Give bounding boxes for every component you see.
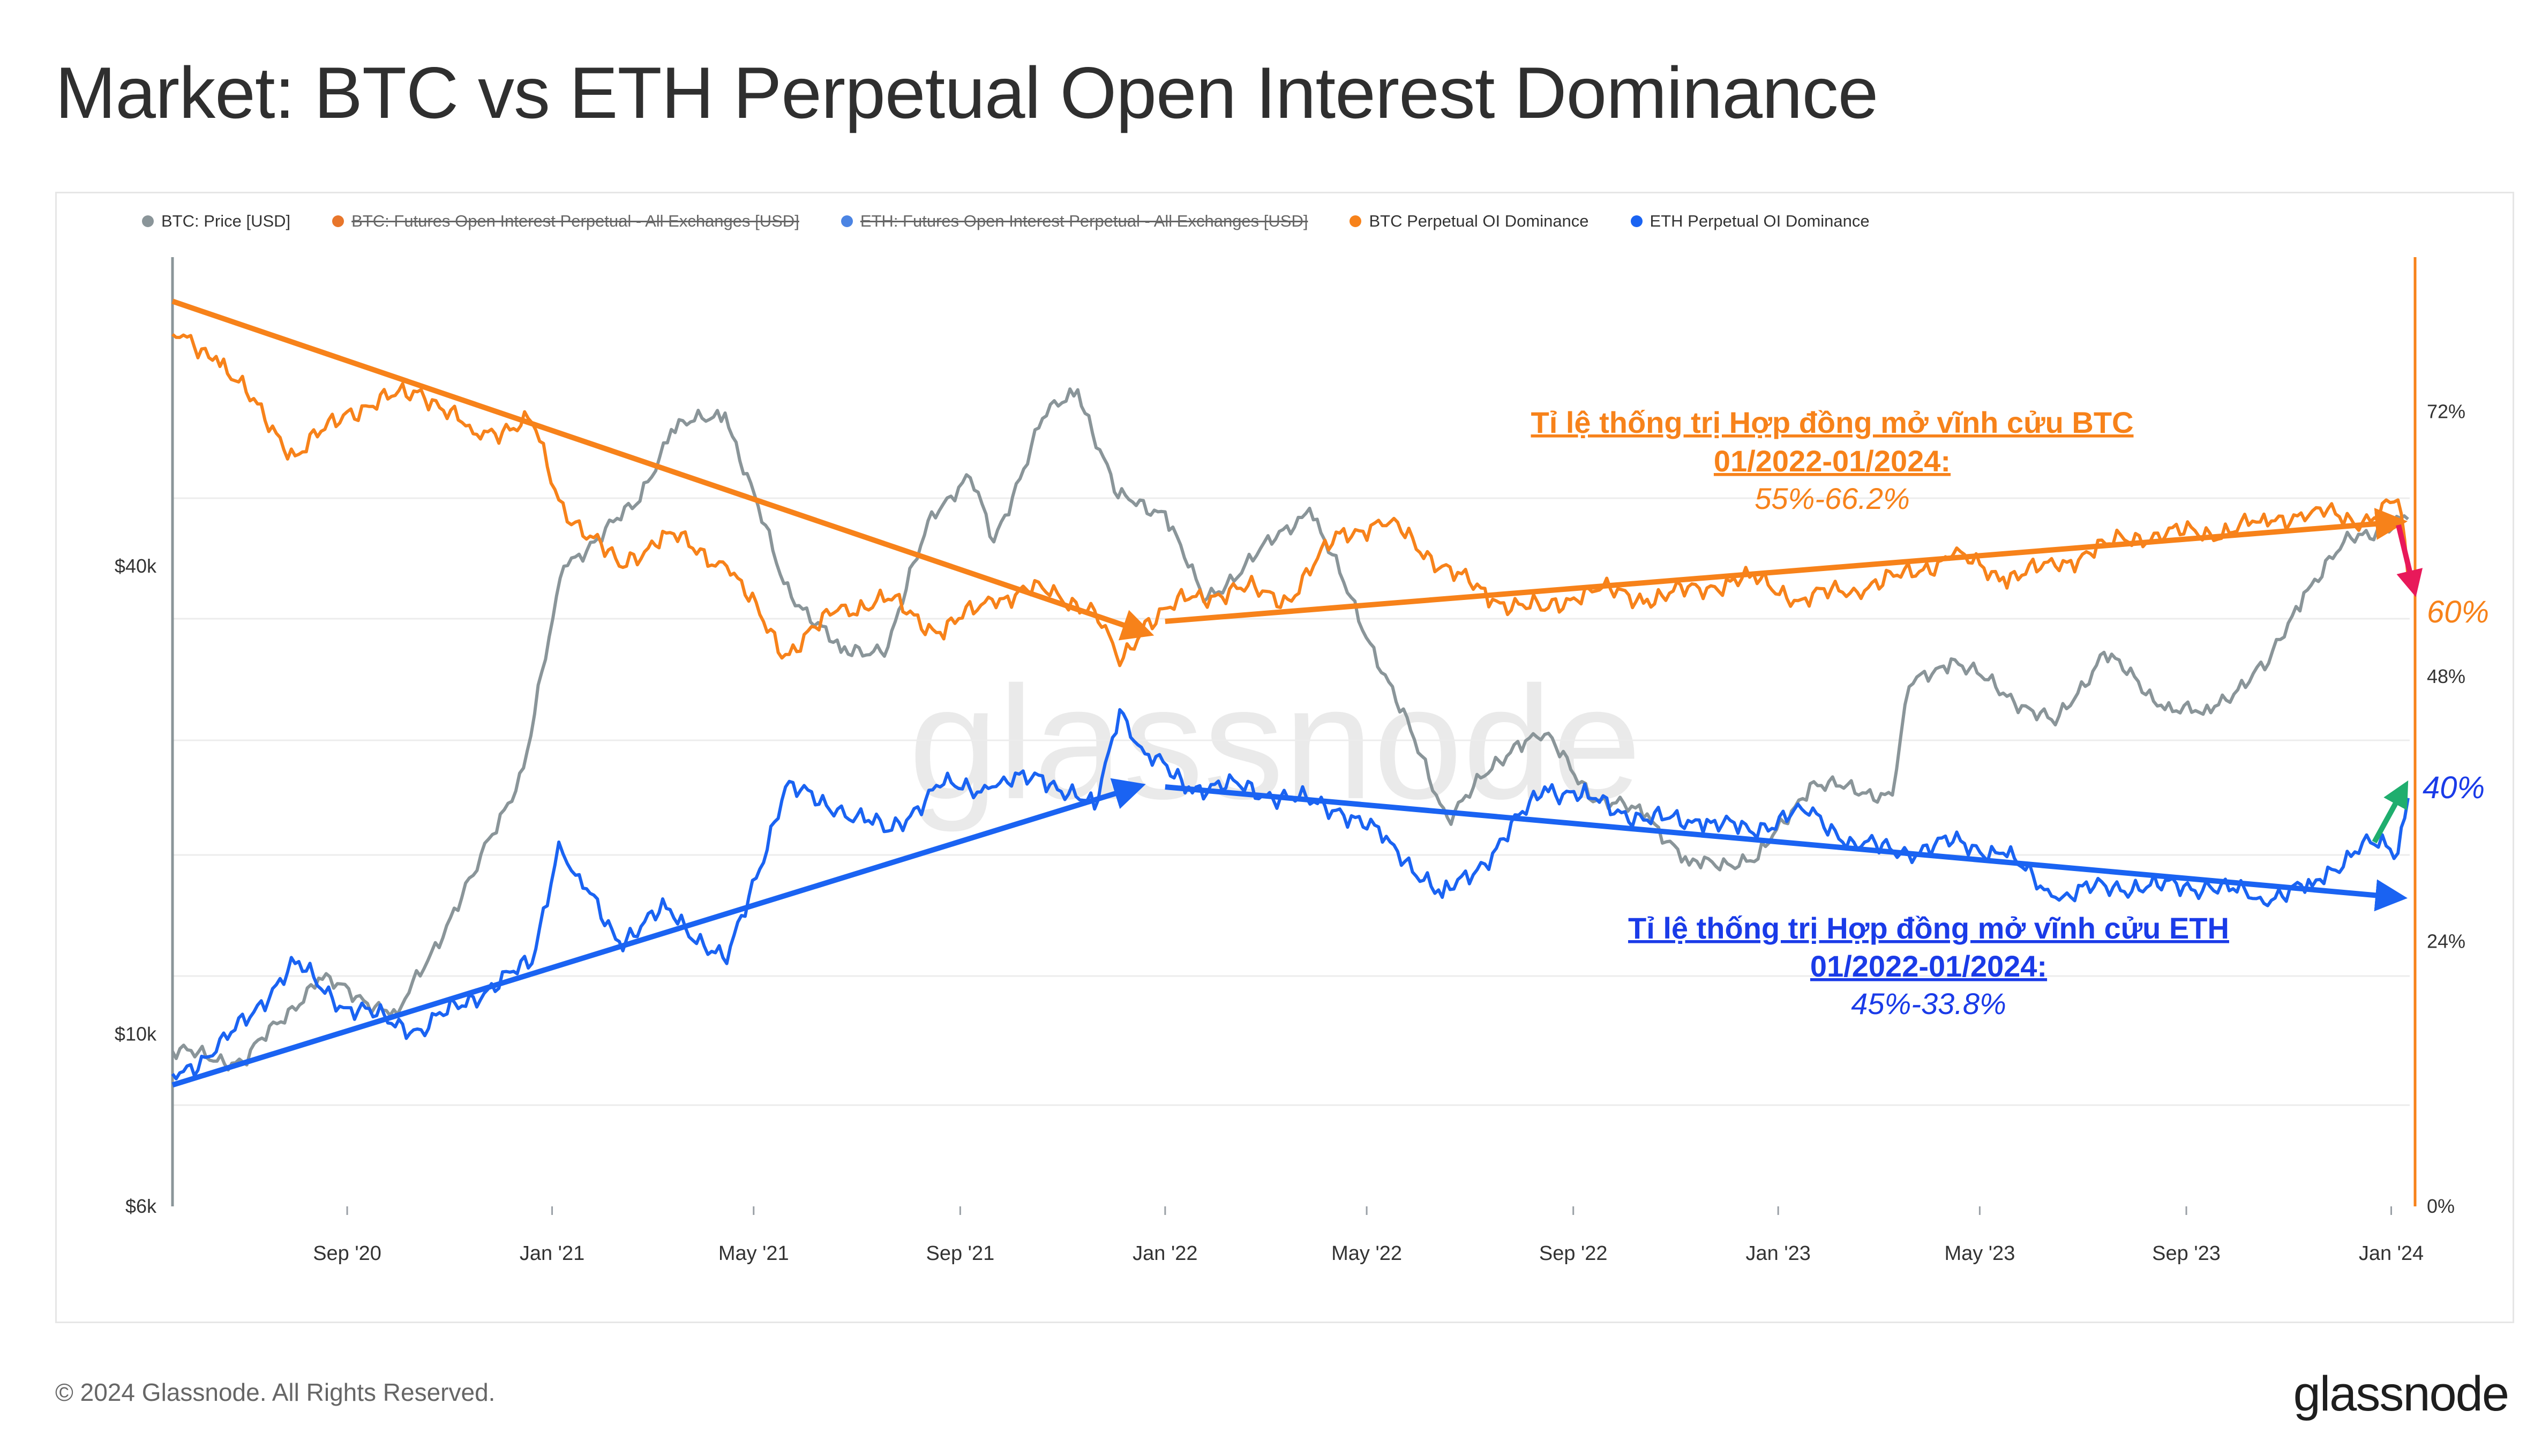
y-right-tick-label: 0%	[2427, 1195, 2455, 1217]
legend-label: BTC: Price [USD]	[161, 212, 291, 230]
btc-end-arrow	[2396, 524, 2423, 597]
legend-dot-icon	[1350, 215, 1362, 227]
eth-end-value: 40%	[2423, 770, 2485, 805]
legend-item-btc-dominance[interactable]: BTC Perpetual OI Dominance	[1350, 212, 1589, 231]
eth-trend-arrow	[1165, 784, 2408, 912]
x-tick-label: May '22	[1331, 1242, 1402, 1265]
glassnode-logo: glassnode	[2293, 1367, 2509, 1421]
legend-label: ETH Perpetual OI Dominance	[1650, 212, 1870, 230]
page-title: Market: BTC vs ETH Perpetual Open Intere…	[55, 52, 1878, 133]
eth-annotation-period: 01/2022-01/2024:	[1810, 949, 2047, 983]
x-tick-label: Sep '23	[2152, 1242, 2221, 1265]
legend-item-eth-dominance[interactable]: ETH Perpetual OI Dominance	[1630, 212, 1870, 231]
eth-annotation-title: Tỉ lệ thống trị Hợp đồng mở vĩnh cửu ETH	[1628, 911, 2229, 945]
eth-trend-arrow	[171, 778, 1146, 1088]
legend-label: BTC: Futures Open Interest Perpetual - A…	[351, 212, 799, 230]
y-right-tick-label: 24%	[2427, 930, 2465, 952]
y-left-tick-label: $40k	[115, 555, 157, 577]
legend-label: BTC Perpetual OI Dominance	[1369, 212, 1589, 230]
grid-layer	[173, 497, 2410, 1106]
eth-end-arrow	[2372, 780, 2409, 844]
btc-trend-arrow	[1165, 507, 2408, 624]
eth-annotation-range: 45%-33.8%	[1851, 987, 2006, 1020]
chart-legend: BTC: Price [USD] BTC: Futures Open Inter…	[142, 208, 1870, 235]
y-right-tick-label: 48%	[2427, 665, 2465, 687]
copyright-text: © 2024 Glassnode. All Rights Reserved.	[55, 1378, 496, 1406]
legend-item-btc-price[interactable]: BTC: Price [USD]	[142, 212, 290, 231]
btc-dominance-line	[171, 333, 2410, 667]
trend-layer	[171, 298, 2408, 1088]
x-tick-label: Jan '21	[520, 1242, 584, 1265]
legend-item-btc-oi[interactable]: BTC: Futures Open Interest Perpetual - A…	[332, 212, 799, 231]
btc-annotation-period: 01/2022-01/2024:	[1714, 444, 1951, 478]
legend-dot-icon	[142, 215, 154, 227]
x-tick-label: Jan '23	[1746, 1242, 1811, 1265]
y-left-tick-label: $6k	[125, 1195, 157, 1217]
eth-dominance-line	[171, 708, 2410, 1080]
btc-annotation-range: 55%-66.2%	[1755, 482, 1910, 515]
legend-item-eth-oi[interactable]: ETH: Futures Open Interest Perpetual - A…	[841, 212, 1308, 231]
x-tick-label: Sep '22	[1539, 1242, 1608, 1265]
legend-dot-icon	[841, 215, 853, 227]
x-tick-label: May '21	[718, 1242, 789, 1265]
btc-end-value: 60%	[2427, 595, 2489, 629]
series-layer	[171, 333, 2410, 1080]
x-tick-label: Jan '24	[2359, 1242, 2424, 1265]
legend-dot-icon	[332, 215, 344, 227]
btc-annotation-title: Tỉ lệ thống trị Hợp đồng mở vĩnh cửu BTC	[1531, 406, 2134, 439]
btc-price-line	[171, 387, 2409, 1072]
axes-layer: $40k $10k $6k 72% 48% 24% 0% Sep '20 Jan '21 May …	[115, 257, 2465, 1265]
x-tick-label: Jan '22	[1133, 1242, 1197, 1265]
btc-trend-arrow	[171, 298, 1154, 641]
y-left-tick-label: $10k	[115, 1023, 157, 1045]
x-tick-label: Sep '21	[926, 1242, 995, 1265]
chart-frame	[55, 192, 2514, 1323]
y-right-tick-label: 72%	[2427, 400, 2465, 422]
x-tick-label: May '23	[1944, 1242, 2015, 1265]
legend-dot-icon	[1630, 215, 1643, 227]
legend-label: ETH: Futures Open Interest Perpetual - A…	[860, 212, 1308, 230]
x-tick-label: Sep '20	[313, 1242, 381, 1265]
